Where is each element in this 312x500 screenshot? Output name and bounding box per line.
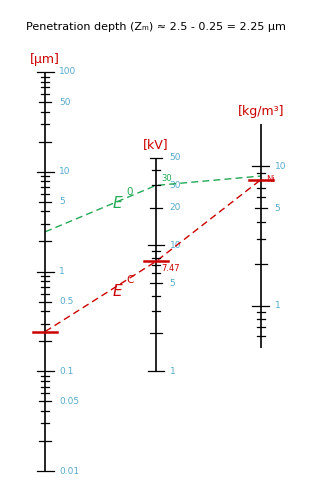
Text: Ni: Ni (266, 175, 275, 184)
Text: Penetration depth (Zₘ) ≈ 2.5 - 0.25 = 2.25 μm: Penetration depth (Zₘ) ≈ 2.5 - 0.25 = 2.… (26, 22, 286, 32)
Text: 5: 5 (170, 279, 176, 288)
Text: 50: 50 (59, 98, 71, 106)
Text: 0: 0 (126, 186, 133, 196)
Text: 10: 10 (59, 167, 71, 176)
Text: 7.47: 7.47 (161, 264, 180, 273)
Text: [kg/m³]: [kg/m³] (237, 106, 284, 118)
Text: 5: 5 (59, 198, 65, 206)
Text: 0.01: 0.01 (59, 466, 79, 475)
Text: E: E (113, 284, 122, 299)
Text: 100: 100 (59, 68, 76, 76)
Text: 0.1: 0.1 (59, 367, 73, 376)
Text: [kV]: [kV] (143, 138, 169, 151)
Text: 1: 1 (59, 267, 65, 276)
Text: 1: 1 (275, 301, 280, 310)
Text: C: C (126, 274, 134, 284)
Text: 30: 30 (170, 181, 181, 190)
Text: 50: 50 (170, 153, 181, 162)
Text: 10: 10 (170, 241, 181, 250)
Text: 0.05: 0.05 (59, 397, 79, 406)
Text: 10: 10 (275, 162, 286, 170)
Text: 30: 30 (161, 174, 172, 183)
Text: 1: 1 (170, 367, 176, 376)
Text: [μm]: [μm] (30, 53, 60, 66)
Text: 20: 20 (170, 203, 181, 212)
Text: 5: 5 (275, 204, 280, 212)
Text: 0.5: 0.5 (59, 297, 73, 306)
Text: E: E (113, 196, 122, 212)
